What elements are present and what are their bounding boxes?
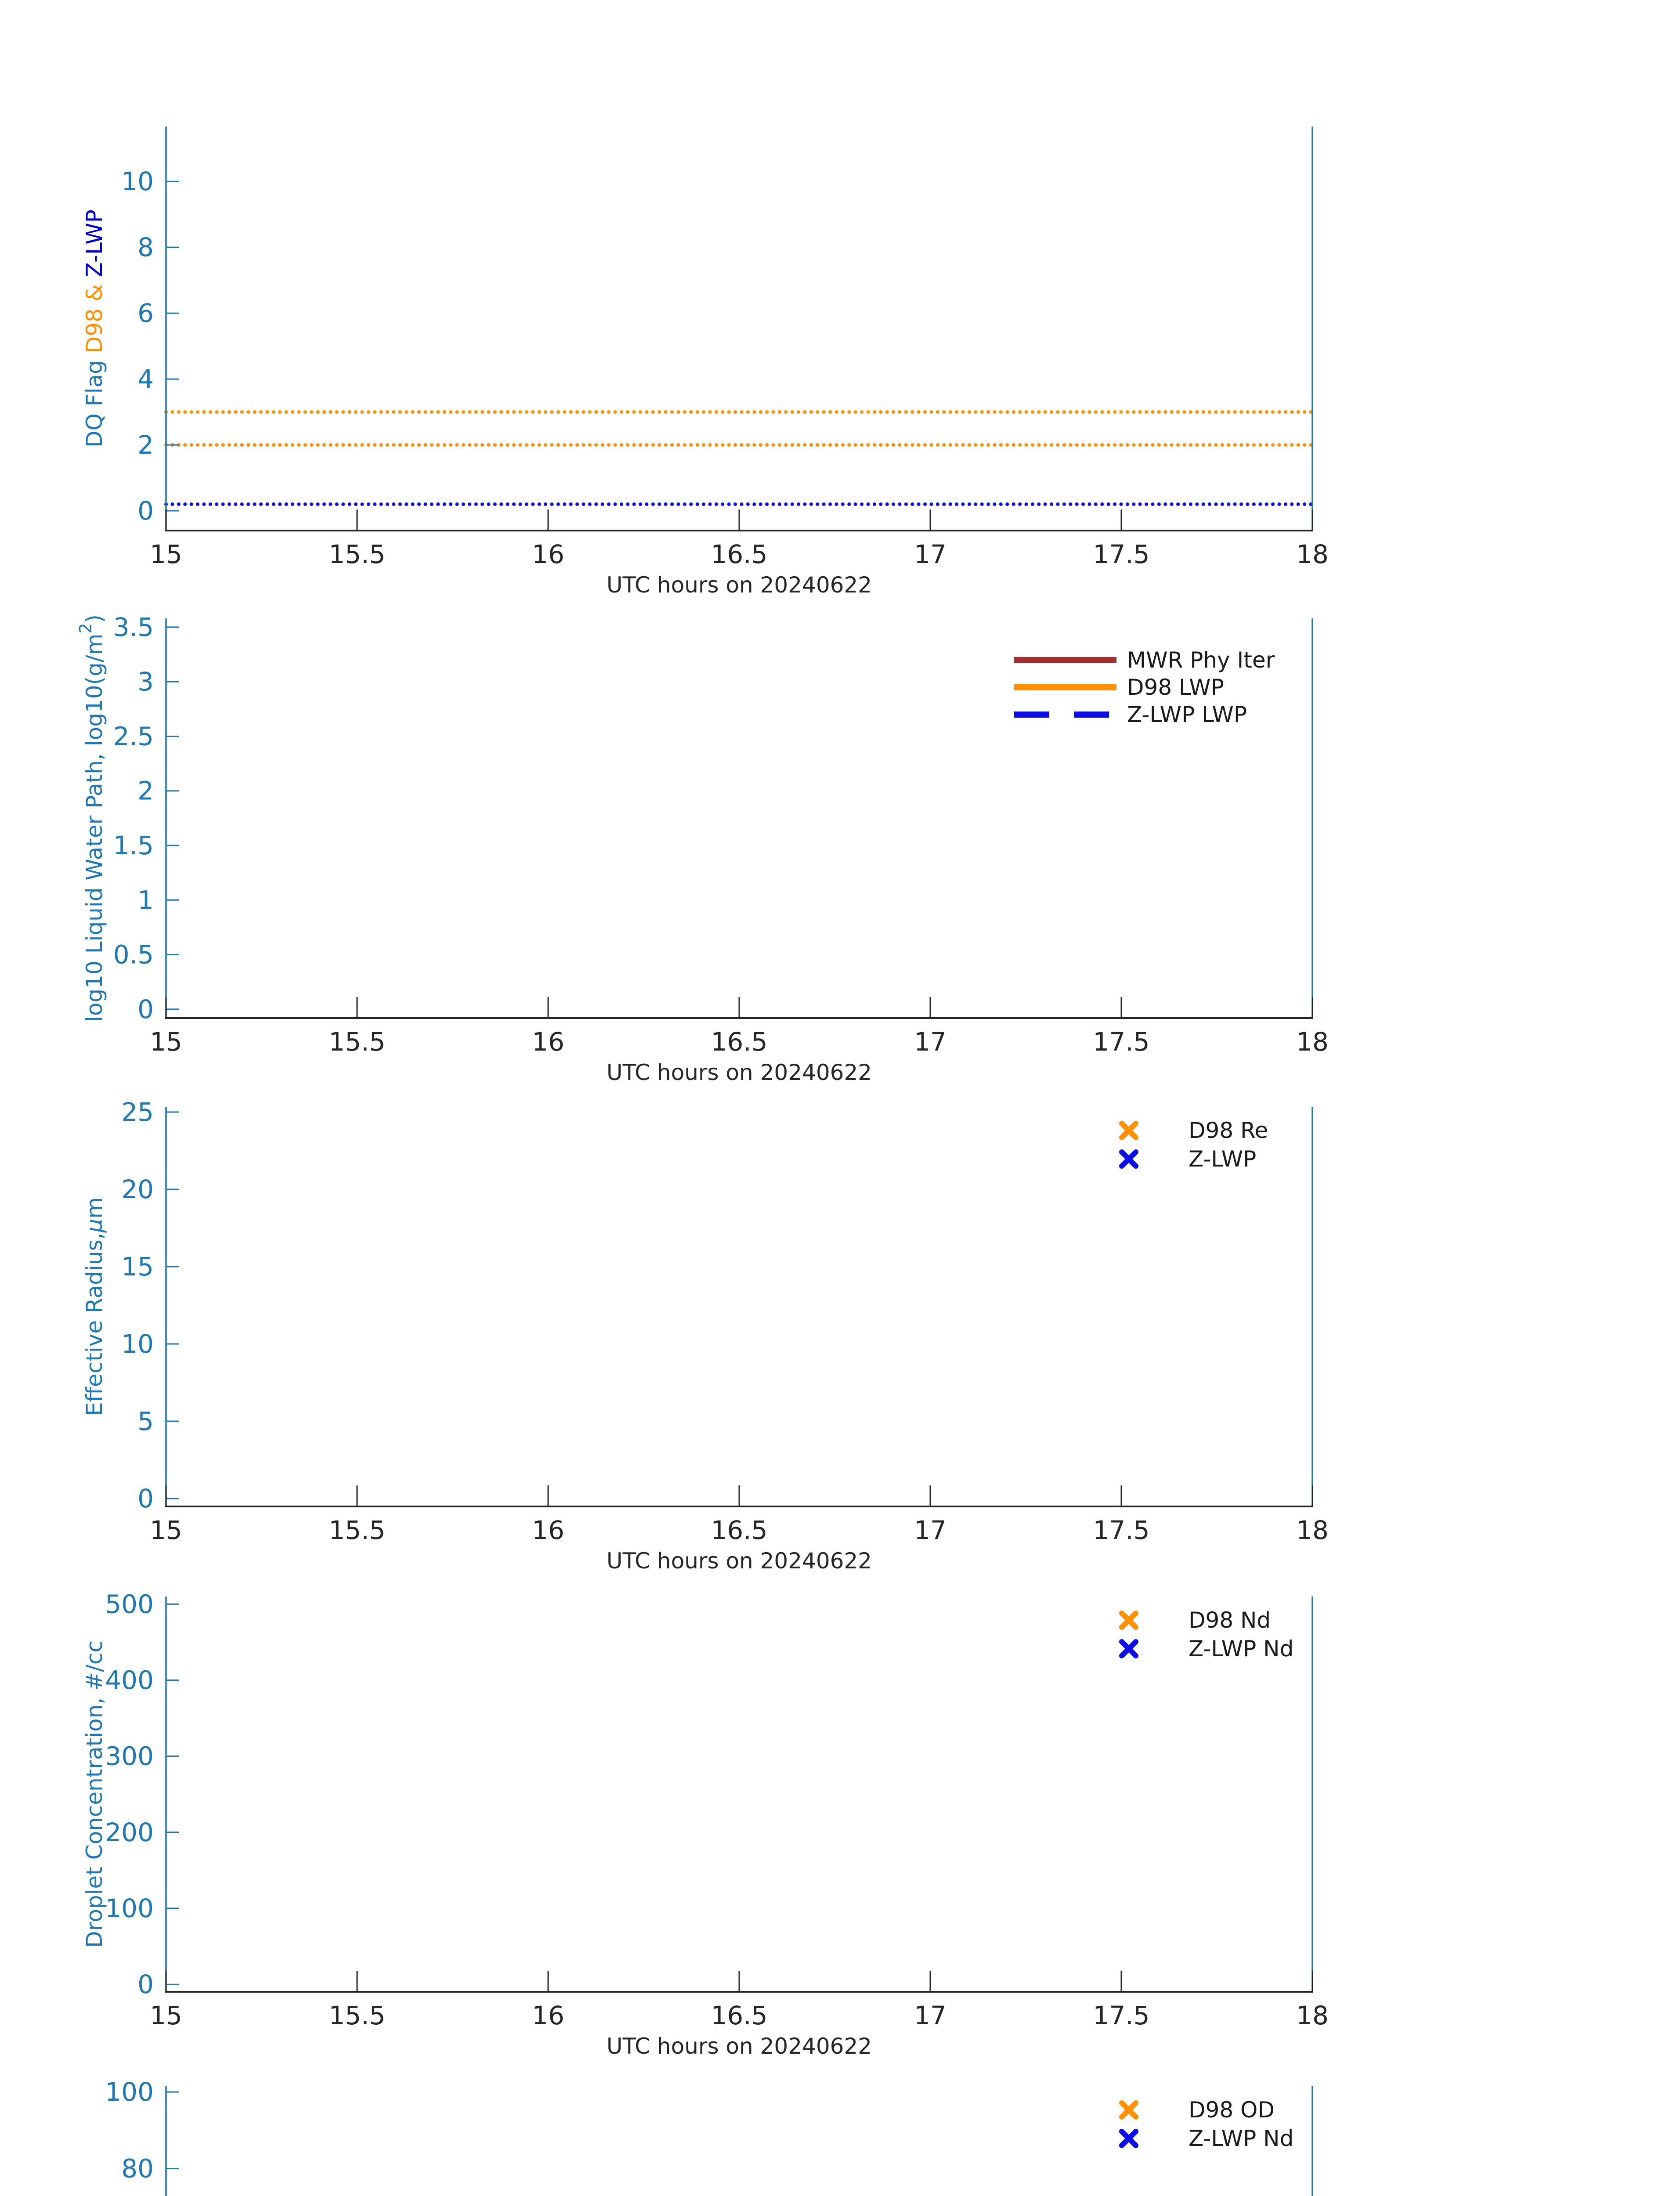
x-axis-label: UTC hours on 20240622 (607, 2033, 872, 2059)
x-axis-label: UTC hours on 20240622 (607, 1548, 872, 1574)
y-axis-label: log10 Liquid Water Path, log10(g/m2) (76, 614, 107, 1022)
legend-entry-label: Z-LWP (1189, 1146, 1256, 1172)
y-axis-label: Droplet Concentration, #/cc (82, 1640, 107, 1948)
legend-entry-label: Z-LWP LWP (1127, 702, 1247, 727)
x-tick-label: 17.5 (1093, 1027, 1149, 1057)
x-tick-label: 17 (914, 1515, 947, 1545)
y-tick-label: 0 (137, 1969, 154, 1999)
y-tick-label: 500 (105, 1589, 154, 1619)
y-tick-label: 300 (105, 1741, 154, 1771)
x-tick-label: 15.5 (329, 1027, 385, 1057)
y-tick-label: 3 (137, 667, 154, 697)
y-axis-label: Effective Radius,μm (82, 1197, 107, 1416)
y-tick-label: 200 (105, 1817, 154, 1847)
legend-x-marker-icon (1119, 2100, 1138, 2120)
x-tick-label: 15 (150, 1515, 182, 1545)
y-tick-label: 1 (137, 885, 154, 915)
legend-entry-label: Z-LWP Nd (1189, 2126, 1293, 2151)
x-tick-label: 17 (914, 2001, 947, 2030)
y-tick-label: 0 (137, 496, 154, 526)
legend-entry-label: D98 LWP (1127, 675, 1224, 700)
y-tick-label: 100 (105, 1893, 154, 1923)
x-tick-label: 18 (1296, 1515, 1329, 1545)
y-tick-label: 0 (137, 1484, 154, 1513)
legend-x-marker-icon (1119, 1639, 1138, 1658)
x-tick-label: 15.5 (329, 539, 385, 569)
x-tick-label: 17.5 (1093, 2001, 1149, 2030)
x-tick-label: 16 (532, 1515, 564, 1545)
x-tick-label: 15.5 (329, 1515, 385, 1545)
legend-entry-label: D98 Re (1189, 1118, 1268, 1143)
y-tick-label: 2 (137, 776, 154, 806)
legend-x-marker-icon (1119, 1611, 1138, 1630)
y-tick-label: 5 (137, 1406, 154, 1436)
x-tick-label: 15 (150, 1027, 182, 1057)
x-tick-label: 16 (532, 1027, 564, 1057)
x-tick-label: 16.5 (711, 1515, 767, 1545)
x-tick-label: 16.5 (711, 2001, 767, 2030)
x-tick-label: 17 (914, 539, 947, 569)
y-tick-label: 6 (137, 298, 154, 328)
x-tick-label: 16.5 (711, 539, 767, 569)
y-tick-label: 3.5 (113, 612, 154, 642)
legend-x-marker-icon (1119, 2129, 1138, 2148)
x-tick-label: 15.5 (329, 2001, 385, 2030)
x-axis-label: UTC hours on 20240622 (607, 1060, 872, 1085)
y-tick-label: 80 (121, 2153, 154, 2183)
x-tick-label: 16 (532, 539, 564, 569)
x-tick-label: 18 (1296, 539, 1329, 569)
x-axis-label: UTC hours on 20240622 (607, 572, 872, 598)
legend-x-marker-icon (1119, 1121, 1138, 1140)
x-tick-label: 18 (1296, 1027, 1329, 1057)
y-tick-label: 10 (121, 166, 154, 196)
legend-x-marker-icon (1119, 1149, 1138, 1169)
y-tick-label: 100 (105, 2077, 154, 2107)
x-tick-label: 15 (150, 2001, 182, 2030)
legend: D98 Re Z-LWP (1119, 1118, 1268, 1172)
legend: D98 OD Z-LWP Nd (1119, 2097, 1293, 2151)
y-tick-label: 15 (121, 1252, 154, 1282)
legend-entry-label: D98 OD (1189, 2097, 1275, 2123)
y-tick-label: 2 (137, 430, 154, 460)
x-tick-label: 18 (1296, 2001, 1329, 2030)
y-tick-label: 2.5 (113, 721, 154, 751)
x-tick-label: 16.5 (711, 1027, 767, 1057)
y-axis-label: DQ Flag D98 & Z-LWP (82, 209, 107, 448)
legend-entry-label: MWR Phy Iter (1127, 647, 1275, 673)
x-tick-label: 16 (532, 2001, 564, 2030)
y-tick-label: 20 (121, 1174, 154, 1204)
y-tick-label: 25 (121, 1097, 154, 1127)
x-tick-label: 17.5 (1093, 539, 1149, 569)
legend-entry-label: D98 Nd (1189, 1607, 1271, 1633)
legend-entry-label: Z-LWP Nd (1189, 1636, 1293, 1661)
y-tick-label: 8 (137, 232, 154, 262)
y-tick-label: 4 (137, 364, 154, 394)
legend: D98 Nd Z-LWP Nd (1119, 1607, 1293, 1661)
y-tick-label: 0.5 (113, 940, 154, 970)
x-tick-label: 17.5 (1093, 1515, 1149, 1545)
x-tick-label: 17 (914, 1027, 947, 1057)
y-tick-label: 400 (105, 1665, 154, 1695)
y-tick-label: 0 (137, 994, 154, 1024)
x-tick-label: 15 (150, 539, 182, 569)
y-tick-label: 1.5 (113, 831, 154, 860)
y-tick-label: 10 (121, 1329, 154, 1359)
